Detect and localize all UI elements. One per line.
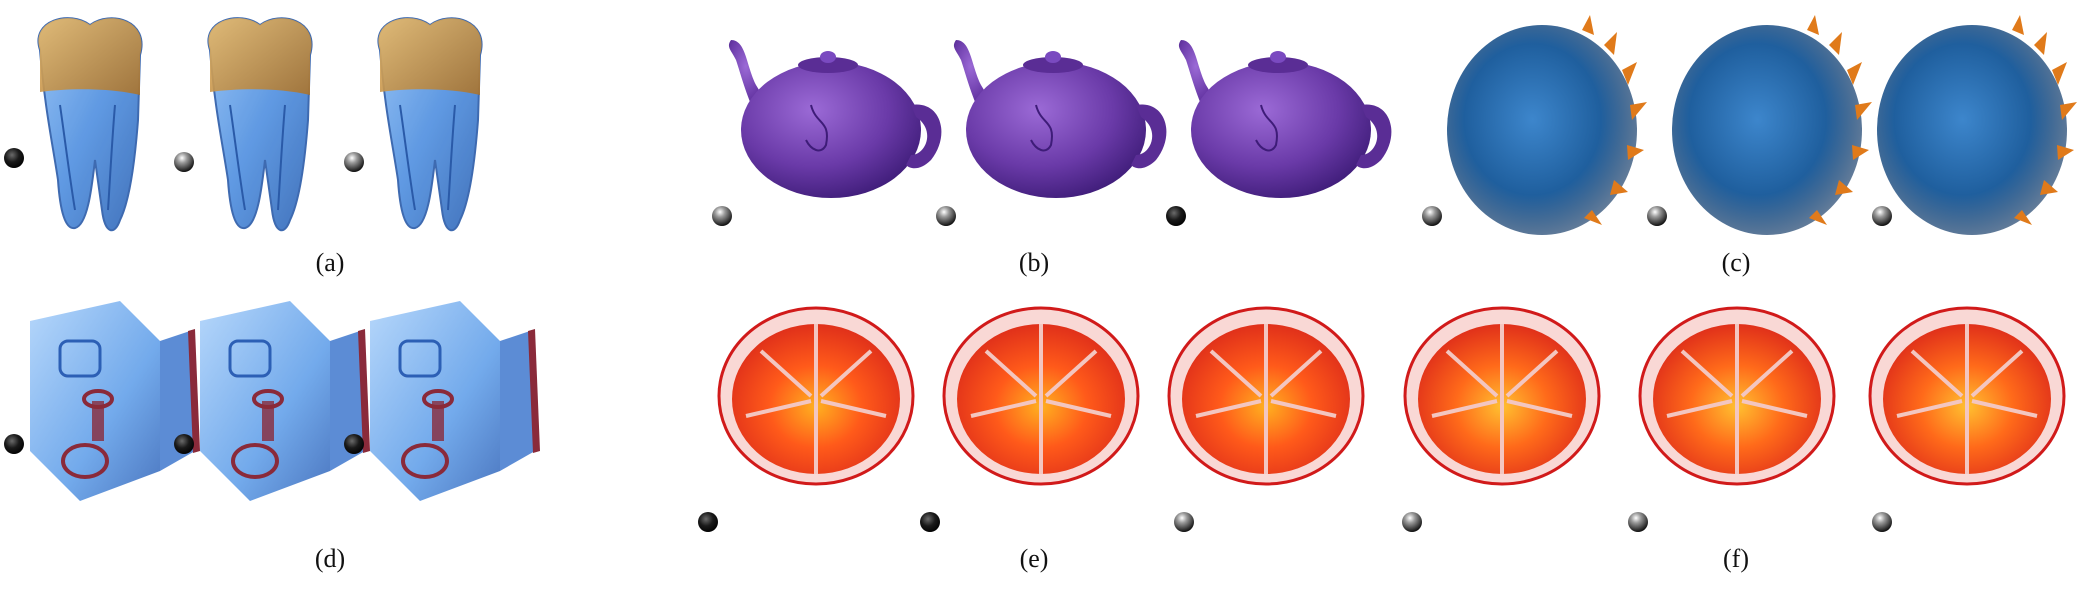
- spiked-sphere-render-2: [1672, 15, 1872, 235]
- orange-render-4: [1403, 306, 1601, 486]
- caption-f: (f): [1723, 544, 1749, 573]
- group-f: (f): [1392, 296, 2089, 591]
- light-sphere-icon: [698, 512, 718, 532]
- caption-e: (e): [1019, 544, 1049, 573]
- light-sphere-icon: [712, 206, 732, 226]
- tooth-render-2: [207, 17, 313, 232]
- orange-render-6: [1868, 306, 2066, 486]
- orange-render-2: [942, 306, 1140, 486]
- tooth-render-3: [377, 17, 483, 232]
- teapot-renders: [712, 40, 1392, 226]
- light-sphere-icon: [1872, 512, 1892, 532]
- light-sphere-icon: [344, 434, 364, 454]
- light-sphere-icon: [1166, 206, 1186, 226]
- light-sphere-icon: [344, 152, 364, 172]
- caption-b: (b): [1018, 248, 1050, 277]
- group-e: (e): [696, 296, 1392, 591]
- spiked-sphere-render-1: [1447, 15, 1647, 235]
- group-a: (a): [0, 0, 696, 296]
- light-sphere-icon: [4, 148, 24, 168]
- light-sphere-icon: [1402, 512, 1422, 532]
- orange-render-5: [1638, 306, 1836, 486]
- caption-a: (a): [315, 248, 345, 277]
- light-sphere-icon: [1647, 206, 1667, 226]
- caption-d: (d): [314, 544, 346, 573]
- engine-block-render-2: [200, 301, 370, 501]
- light-sphere-icon: [1628, 512, 1648, 532]
- teapot-render-2: [953, 40, 1167, 198]
- group-b: (b): [696, 0, 1392, 296]
- engine-block-render-1: [30, 301, 200, 501]
- light-sphere-icon: [1174, 512, 1194, 532]
- light-sphere-icon: [1872, 206, 1892, 226]
- group-c: (c): [1392, 0, 2089, 296]
- light-sphere-icon: [174, 434, 194, 454]
- light-sphere-icon: [920, 512, 940, 532]
- teapot-render-3: [1178, 40, 1392, 198]
- engine-block-renders: [4, 301, 540, 501]
- light-sphere-icon: [174, 152, 194, 172]
- orange-renders-e: [698, 306, 1365, 532]
- spiked-sphere-render-3: [1877, 15, 2077, 235]
- engine-block-render-3: [370, 301, 540, 501]
- orange-render-1: [717, 306, 915, 486]
- teapot-render-1: [728, 40, 942, 198]
- orange-renders-f: [1402, 306, 2066, 532]
- tooth-render-1: [37, 17, 143, 232]
- tooth-renders: [4, 17, 483, 232]
- light-sphere-icon: [936, 206, 956, 226]
- light-sphere-icon: [4, 434, 24, 454]
- caption-c: (c): [1721, 248, 1751, 277]
- spiked-sphere-renders: [1422, 15, 2077, 235]
- group-d: (d): [0, 296, 696, 591]
- light-sphere-icon: [1422, 206, 1442, 226]
- orange-render-3: [1167, 306, 1365, 486]
